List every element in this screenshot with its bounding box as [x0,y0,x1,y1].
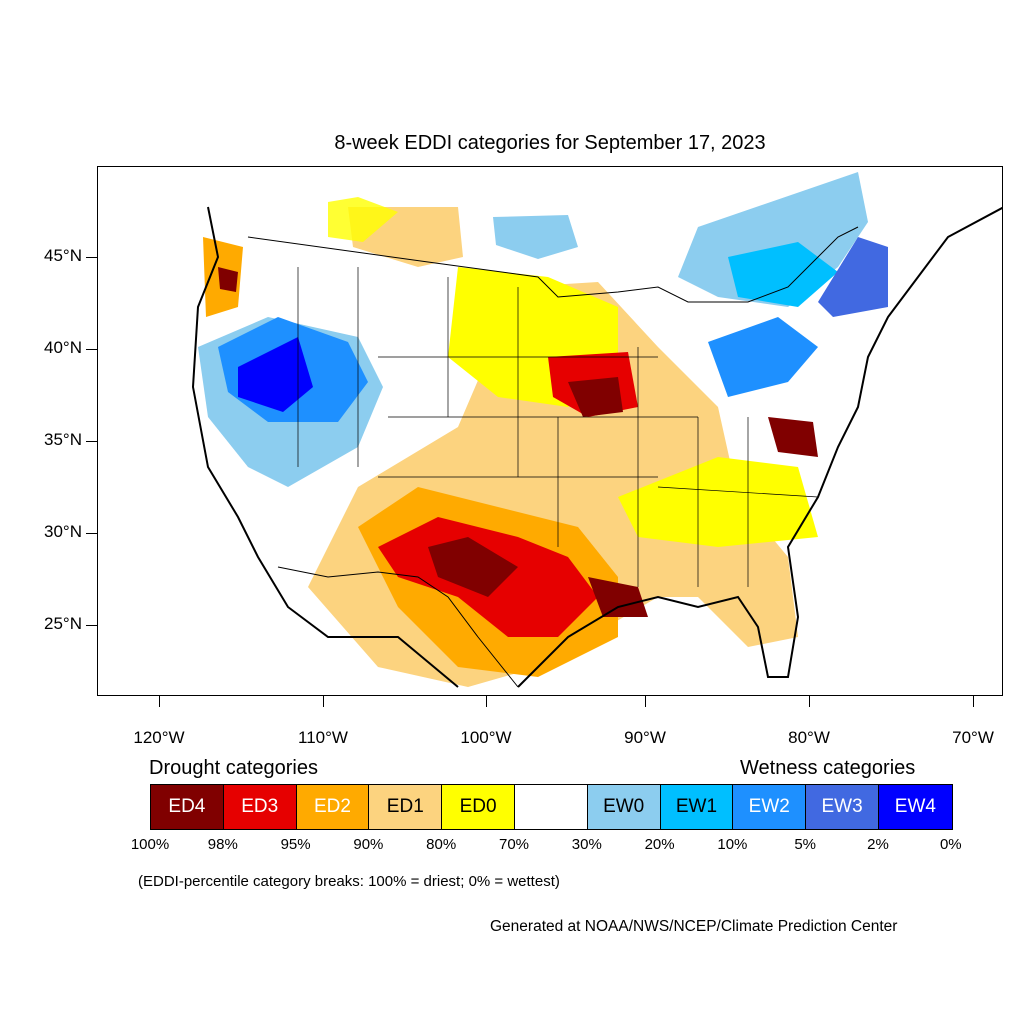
y-tick-mark [86,441,97,442]
map-region-southeast-ed0 [618,457,818,547]
x-tick-mark [645,696,646,707]
percentile-label: 30% [571,836,602,853]
x-tick-mark [973,696,974,707]
percentile-label: 98% [207,836,238,853]
credit-line: Generated at NOAA/NWS/NCEP/Climate Predi… [490,918,898,935]
map-region-iowa-ed4 [568,377,623,417]
x-tick-label: 100°W [460,728,512,747]
percentile-label: 90% [353,836,384,853]
legend-swatch-ew4: EW4 [878,785,952,829]
legend-swatch-ed1: ED1 [369,785,443,829]
map-region-canada-ew0 [493,215,578,259]
map-region-great-lakes-ew1 [708,317,818,397]
map-region-maine-ew3 [818,237,888,317]
x-tick-mark [486,696,487,707]
percentile-label: 20% [644,836,675,853]
y-tick-mark [86,533,97,534]
eddi-map [191,172,1002,688]
map-coastline [191,206,1002,688]
map-region-great-basin-ew4 [238,337,313,412]
legend-swatch-ed0: ED0 [442,785,515,829]
map-region-montana-ed0 [328,197,398,242]
legend-swatch-ew0: EW0 [587,785,661,829]
x-tick-label: 120°W [133,728,185,747]
percentile-label: 95% [280,836,311,853]
legend-swatch-ed4: ED4 [151,785,224,829]
map-region-quebec-ew1 [728,242,838,307]
x-tick-mark [809,696,810,707]
x-tick-label: 110°W [298,728,348,747]
y-tick-mark [86,257,97,258]
y-tick-label: 25°N [44,614,82,633]
map-region-louisiana-ed4 [588,577,648,617]
map-mexico-border [277,566,519,688]
y-tick-label: 30°N [44,522,82,541]
map-canada-border [247,226,859,303]
percentile-label: 10% [717,836,748,853]
map-region-oregon-ed4 [218,267,238,292]
x-tick-mark [159,696,160,707]
wetness-legend-heading: Wetness categories [740,757,916,779]
drought-legend-heading: Drought categories [149,757,318,779]
legend-swatch-ed3: ED3 [223,785,297,829]
x-tick-mark [323,696,324,707]
percentile-label: 80% [426,836,457,853]
category-legend: ED4 ED3 ED2 ED1 ED0 EW0 EW1 EW2 EW3 EW4 [150,784,953,830]
x-tick-label: 80°W [788,728,830,747]
legend-swatch-ew2: EW2 [733,785,807,829]
y-tick-label: 45°N [44,246,82,265]
x-tick-label: 90°W [624,728,666,747]
y-tick-label: 40°N [44,338,82,357]
y-tick-mark [86,625,97,626]
legend-swatch-neutral [514,785,588,829]
map-state-lines [297,267,819,587]
percentile-label: 0% [939,836,962,853]
y-tick-mark [86,349,97,350]
percentile-label: 100% [130,836,170,853]
percentile-label: 70% [498,836,530,853]
category-note: (EDDI-percentile category breaks: 100% =… [138,873,560,890]
percentile-label: 2% [867,836,889,853]
percentile-label: 5% [794,836,817,853]
legend-swatch-ew3: EW3 [806,785,879,829]
map-region-virginia-ed4 [768,417,818,457]
x-tick-label: 70°W [952,728,994,747]
map-panel [97,166,1003,696]
map-title: 8-week EDDI categories for September 17,… [334,132,766,154]
map-region-texas-ed4 [428,537,518,597]
legend-swatch-ew1: EW1 [660,785,734,829]
legend-swatch-ed2: ED2 [296,785,370,829]
y-tick-label: 35°N [44,430,82,449]
